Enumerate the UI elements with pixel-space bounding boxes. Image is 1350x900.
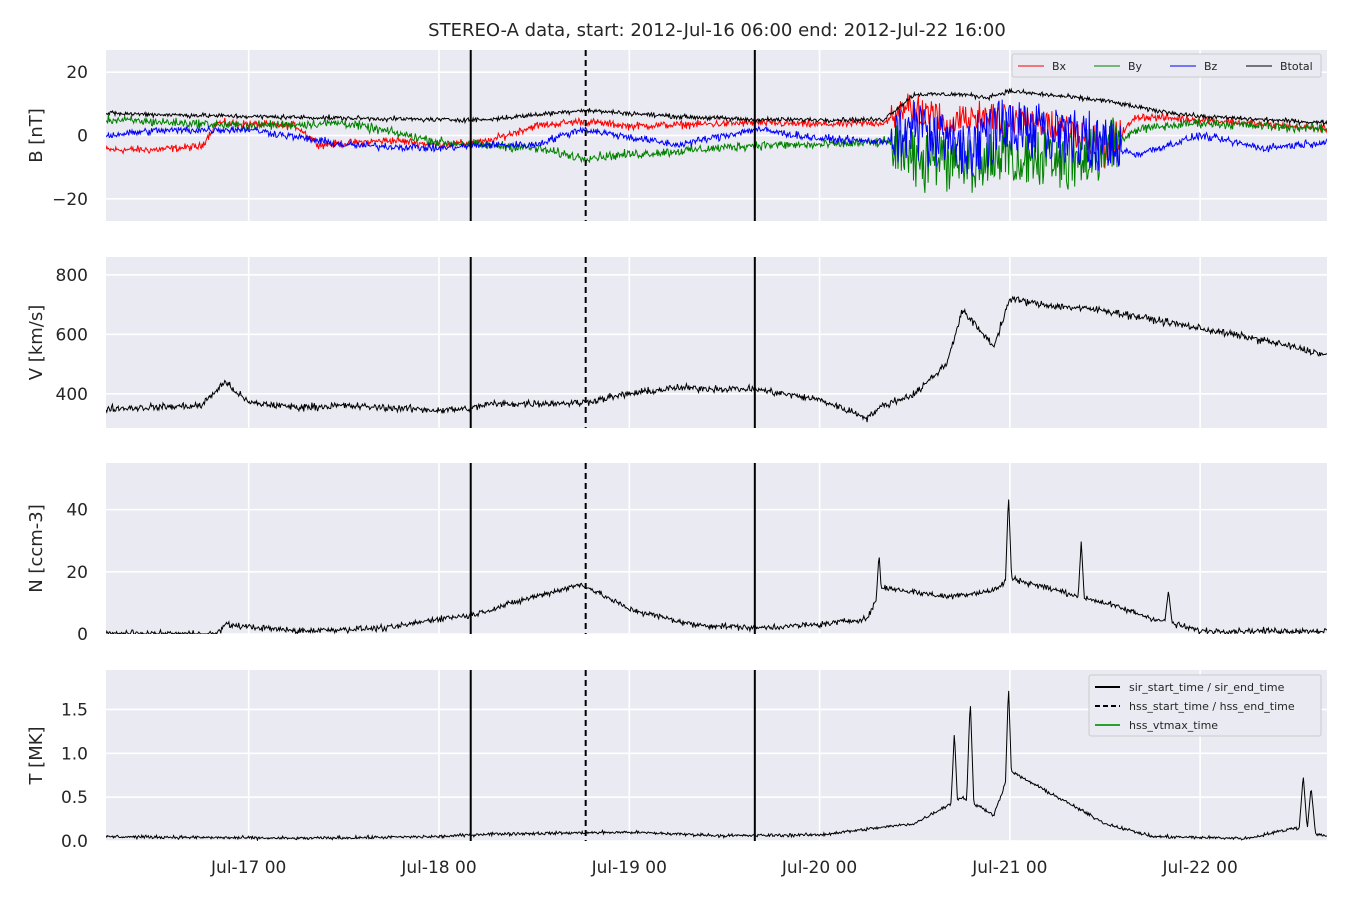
plot-background	[106, 463, 1327, 634]
legend-label-By: By	[1128, 60, 1143, 73]
marker-legend: sir_start_time / sir_end_time hss_start_t…	[1088, 674, 1322, 737]
legend-box	[1011, 53, 1322, 78]
y-tick-label: 20	[66, 563, 88, 583]
x-tick-label: Jul-20 00	[781, 858, 857, 878]
series-group	[106, 87, 1327, 193]
y-axis-label: N [ccm-3]	[26, 504, 47, 593]
legend-label-Bz: Bz	[1204, 60, 1218, 73]
series-line-V	[106, 295, 1327, 423]
x-tick-label: Jul-19 00	[591, 858, 667, 878]
series-group	[106, 690, 1327, 841]
b-legend: Bx By Bz Btotal	[1011, 53, 1322, 78]
series-line-Btotal	[106, 87, 1327, 127]
y-tick-label: 0.5	[61, 788, 88, 808]
y-tick-label: 400	[56, 385, 88, 405]
x-tick-label: Jul-22 00	[1161, 858, 1237, 878]
legend-label: hss_start_time / hss_end_time	[1129, 700, 1295, 713]
y-tick-label: 20	[66, 63, 88, 83]
y-tick-label: 1.0	[61, 744, 88, 764]
x-tick-label: Jul-18 00	[400, 858, 476, 878]
series-line-N	[106, 499, 1327, 634]
panel-T: 0.0 0.5 1.0 1.5 T [MK] sir_start_time / sir_e…	[26, 670, 1327, 878]
series-line-T	[106, 690, 1327, 841]
series-line-Bz	[106, 99, 1327, 177]
legend-box	[1088, 674, 1322, 737]
panel-V: 400 600 800 V [km/s]	[26, 257, 1327, 428]
chart-title: STEREO-A data, start: 2012-Jul-16 06:00 …	[428, 20, 1006, 41]
legend-label-Bx: Bx	[1052, 60, 1067, 73]
y-tick-label: 600	[56, 325, 88, 345]
y-tick-label: −20	[52, 190, 88, 210]
series-group	[106, 295, 1327, 423]
y-tick-label: 0	[77, 127, 88, 147]
series-group	[106, 499, 1327, 634]
x-tick-label: Jul-21 00	[971, 858, 1047, 878]
y-axis-label: V [km/s]	[26, 305, 47, 380]
y-tick-label: 1.5	[61, 700, 88, 720]
legend-label: hss_vtmax_time	[1129, 719, 1218, 732]
legend-label-Btotal: Btotal	[1280, 60, 1313, 73]
y-axis-label: B [nT]	[26, 108, 47, 163]
y-tick-label: 0.0	[61, 832, 88, 852]
plot-background	[106, 257, 1327, 428]
y-tick-label: 0	[77, 625, 88, 645]
y-tick-label: 800	[56, 266, 88, 286]
series-line-By	[106, 114, 1327, 193]
x-tick-label: Jul-17 00	[210, 858, 286, 878]
panel-B: −20 0 20 B [nT] Bx By Bz Btotal	[26, 50, 1327, 221]
y-axis-label: T [MK]	[26, 726, 47, 785]
y-tick-label: 40	[66, 501, 88, 521]
panel-N: 0 20 40 N [ccm-3]	[26, 463, 1327, 645]
legend-label: sir_start_time / sir_end_time	[1129, 681, 1285, 694]
